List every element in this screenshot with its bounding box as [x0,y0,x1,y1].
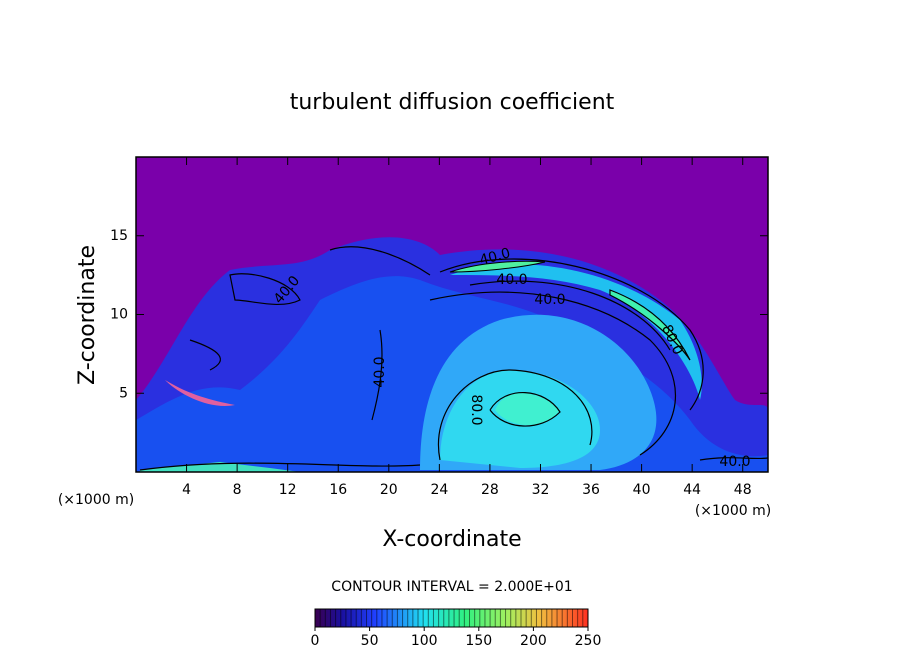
field [136,157,768,472]
x-tick-label: 8 [233,482,242,498]
y-axis-label: Z-coordinate [75,245,100,385]
y-unit: (×1000 m) [58,492,134,508]
colorbar-tick-label: 250 [575,633,602,649]
x-tick-label: 24 [430,482,448,498]
colorbar-tick-label: 0 [311,633,320,649]
colorbar-tick-label: 150 [465,633,492,649]
contour-label: 80.0 [468,394,484,425]
x-axis-label: X-coordinate [382,527,521,552]
contour-label: 40.0 [534,292,565,308]
x-tick-label: 48 [734,482,752,498]
colorbar-stripes [319,609,589,627]
x-tick-label: 40 [633,482,651,498]
contour-label: 40.0 [719,454,750,470]
x-tick-label: 4 [182,482,191,498]
x-tick-label: 16 [329,482,347,498]
y-tick-label: 15 [110,228,128,244]
contour-label: 40.0 [478,245,512,269]
x-tick-label: 12 [279,482,297,498]
y-tick-label: 5 [119,385,128,401]
colorbar-tick-label: 200 [520,633,547,649]
x-tick-label: 44 [683,482,701,498]
colorbar-tick-label: 100 [411,633,438,649]
y-tick-label: 10 [110,307,128,323]
contour-interval: CONTOUR INTERVAL = 2.000E+01 [331,579,572,595]
x-tick-label: 28 [481,482,499,498]
x-tick-label: 20 [380,482,398,498]
x-tick-label: 32 [532,482,550,498]
contour-label: 40.0 [496,272,527,288]
x-tick-label: 36 [582,482,600,498]
x-unit: (×1000 m) [695,503,771,519]
contour-label: 40.0 [372,356,388,387]
colorbar-tick-label: 50 [361,633,379,649]
chart-title: turbulent diffusion coefficient [290,90,615,115]
